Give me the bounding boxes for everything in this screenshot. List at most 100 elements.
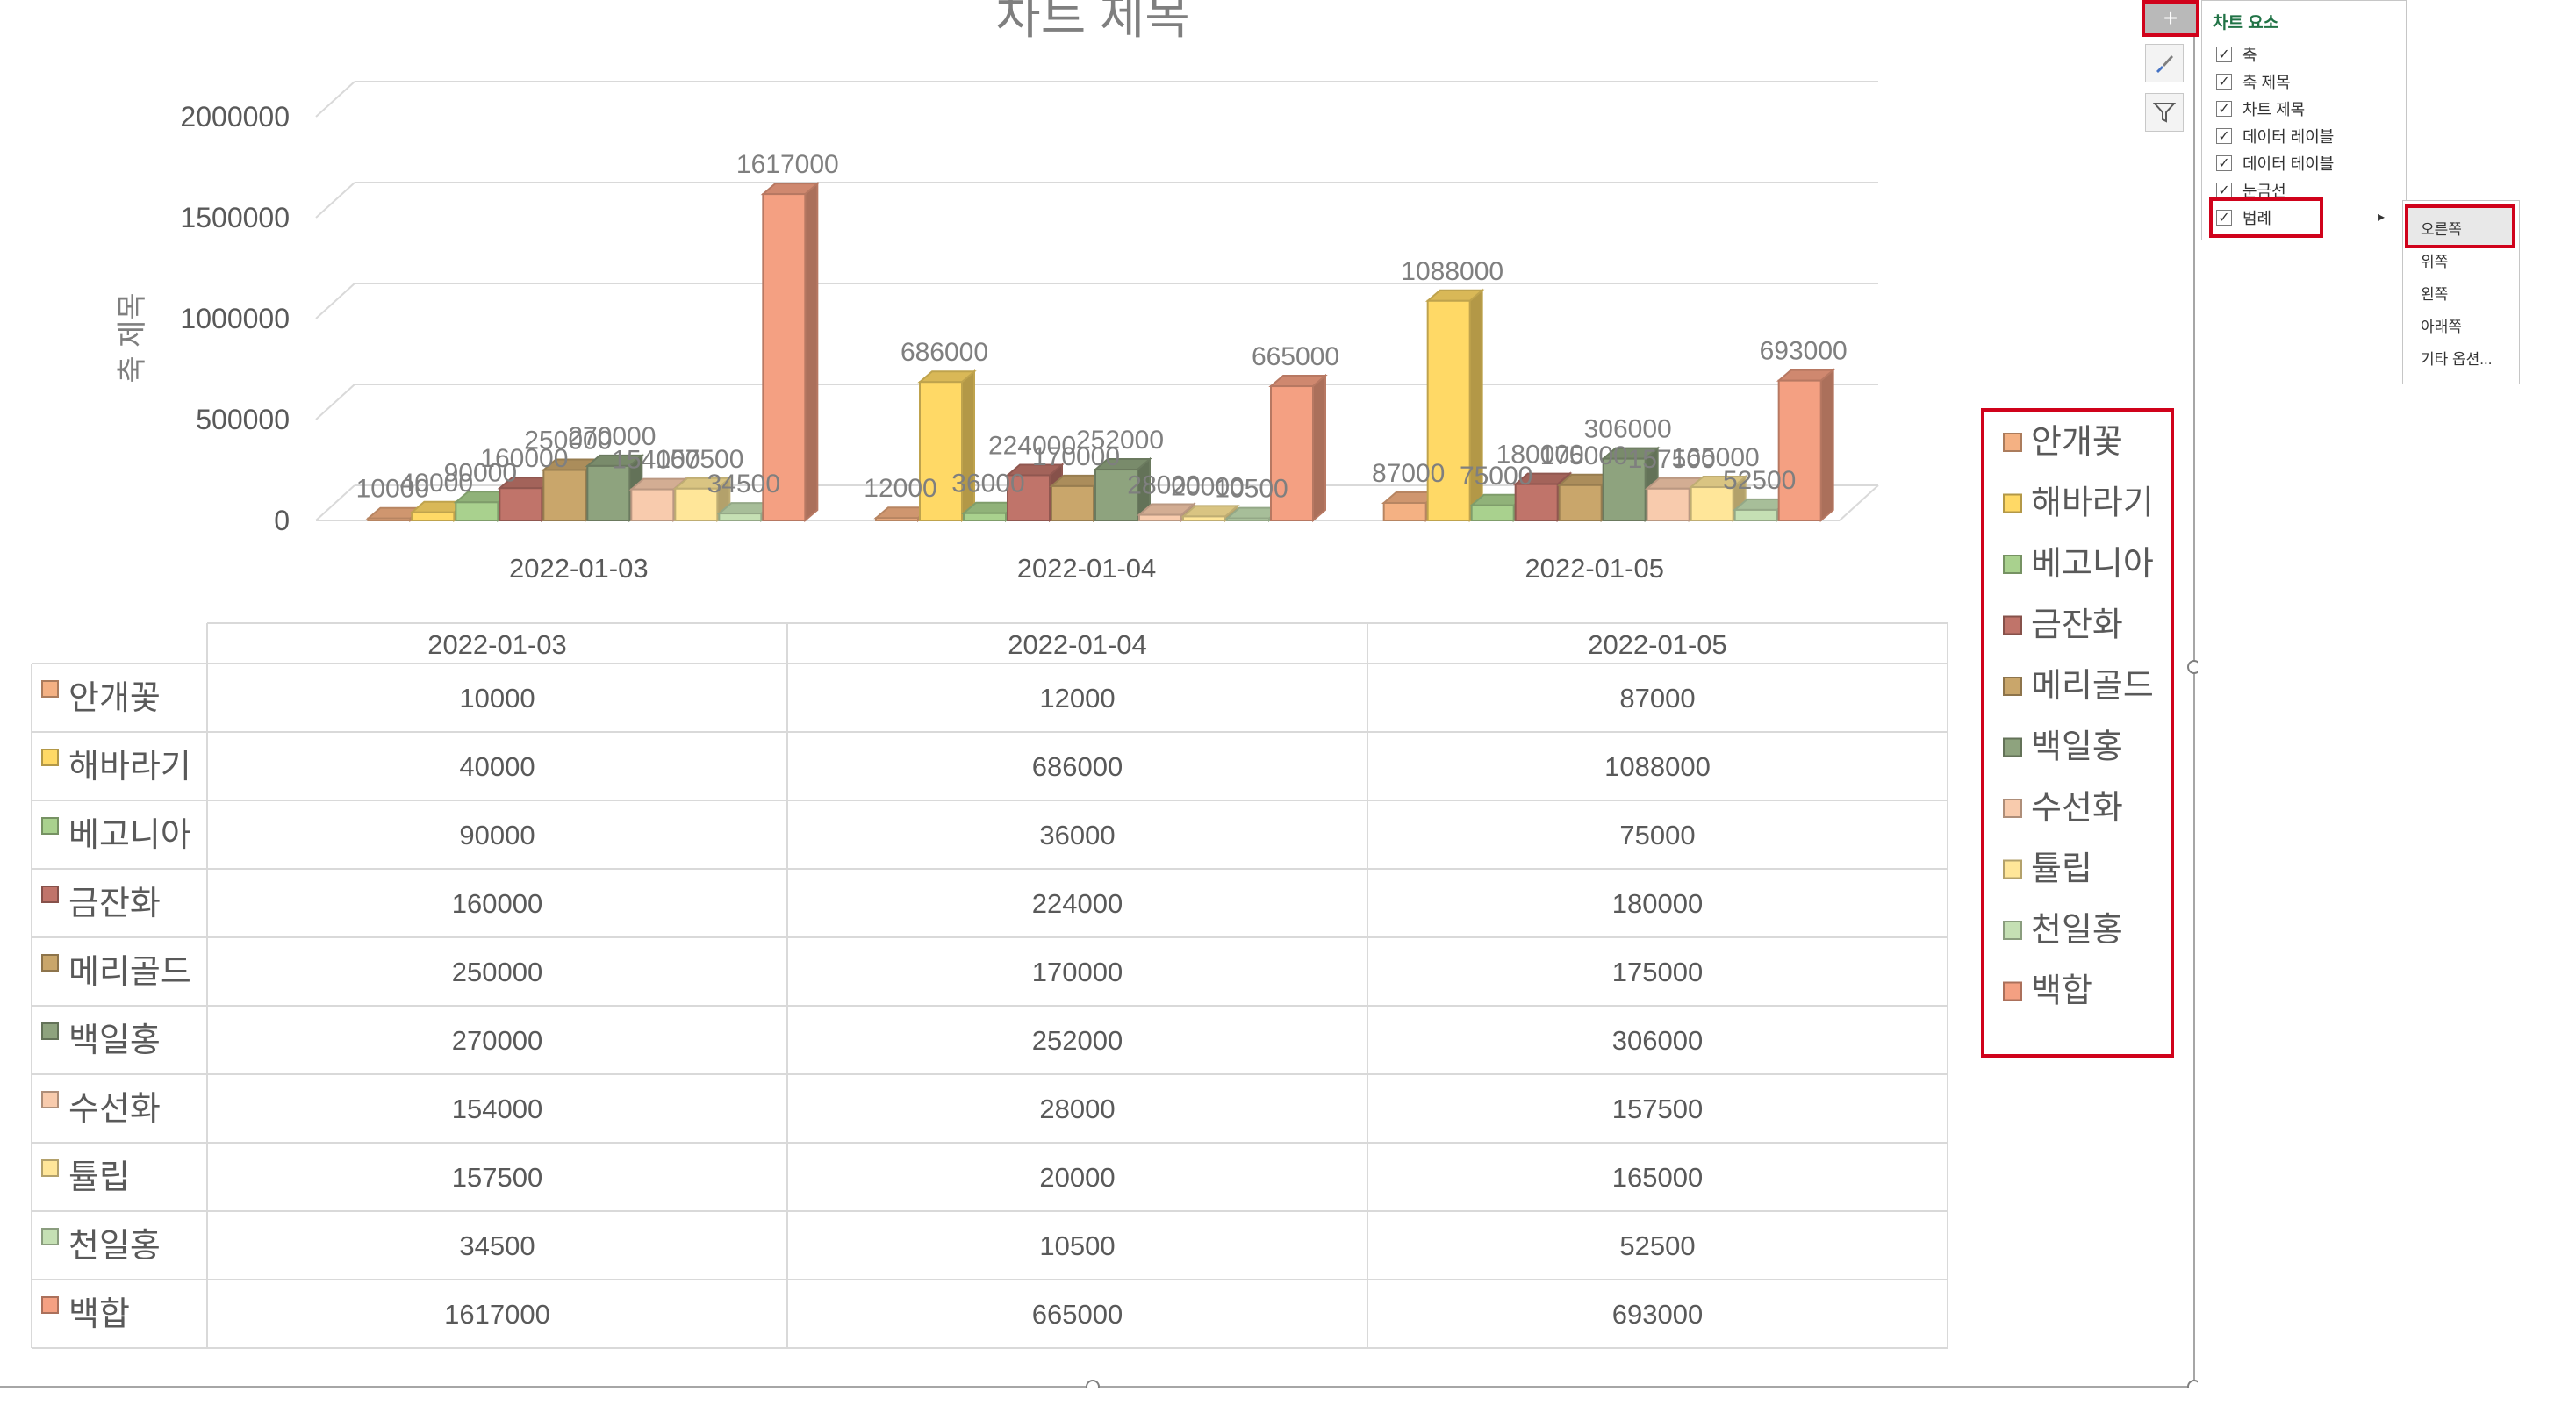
bar-side [804,181,819,523]
data-label: 36000 [951,470,1024,499]
table-row-label: 수선화 [68,1091,161,1128]
table-legend-key [41,886,59,903]
table-cell: 28000 [1039,1094,1115,1124]
table-legend-key [41,1159,59,1177]
bar-side [1312,373,1326,523]
chart-element-row[interactable]: ✓ 범례 [2216,206,2271,229]
chart-element-row[interactable]: ✓ 데이터 테이블 [2216,152,2334,175]
checkbox[interactable]: ✓ [2216,155,2232,171]
legend-key [2003,859,2022,879]
table-legend-key [41,1228,59,1245]
brush-icon [2156,55,2173,73]
table-cell: 10000 [459,683,535,714]
checkbox[interactable]: ✓ [2216,128,2232,144]
legend-position-option[interactable]: 오른쪽 [2421,221,2462,238]
bar [542,469,587,521]
data-label: 154000 [612,446,700,475]
table-cell: 157500 [452,1162,542,1193]
chart-element-label: 눈금선 [2242,183,2286,200]
table-cell: 686000 [1032,751,1123,782]
table-cell: 160000 [452,888,542,919]
legend-entry: 안개꽃 [2031,424,2123,461]
table-row-label: 금잔화 [68,886,161,922]
legend-key [2003,493,2022,513]
chart-element-row[interactable]: ✓ 눈금선 [2216,179,2286,202]
data-label: 224000 [988,431,1076,460]
y-tick-label: 500000 [196,404,290,435]
bar [1007,474,1051,521]
data-label: 28000 [1127,471,1200,500]
bar [1138,513,1182,521]
checkbox[interactable]: ✓ [2216,47,2232,62]
data-label: 1088000 [1401,257,1503,286]
gridline [315,384,355,420]
table-row-label: 메리골드 [68,954,191,991]
legend-position-option[interactable]: 왼쪽 [2421,286,2449,303]
checkbox[interactable]: ✓ [2216,101,2232,117]
checkbox[interactable]: ✓ [2216,210,2232,226]
table-cell: 157500 [1612,1094,1703,1124]
chart-element-row[interactable]: ✓ 차트 제목 [2216,97,2305,120]
data-label: 686000 [901,338,988,367]
y-tick-label: 0 [274,505,290,536]
bar [1226,517,1270,522]
table-cell: 154000 [452,1094,542,1124]
data-label: 20000 [1171,472,1244,501]
chart-element-row[interactable]: ✓ 축 [2216,43,2257,66]
bar [411,511,456,521]
table-cell: 250000 [452,957,542,987]
bar [1602,457,1647,521]
bar [630,488,675,522]
filter-icon [2153,103,2176,123]
bar [1270,385,1314,521]
data-label: 157500 [1628,445,1716,474]
bar [455,501,499,521]
chart-filter-button[interactable] [2145,93,2184,132]
chart-area[interactable]: 차트 제목 축 제목 2000000 1500000 1000000 500000 0 202… [0,0,2198,1388]
chart-elements-button[interactable]: + [2142,0,2199,37]
table-cell: 180000 [1612,888,1703,919]
table-row-label: 튤립 [68,1159,130,1196]
table-legend-key [41,954,59,972]
data-label: 40000 [400,469,473,498]
bar [499,487,543,522]
table-row-label: 백일홍 [68,1022,161,1059]
chart-element-label: 데이터 테이블 [2242,155,2335,173]
chart-element-label: 범례 [2242,210,2272,227]
legend-position-option[interactable]: 기타 옵션... [2421,351,2493,368]
data-label: 157500 [656,445,743,474]
submenu-arrow-icon[interactable]: ▸ [2378,210,2386,225]
legend-key [2003,677,2022,696]
bar [1558,484,1603,521]
bar [1382,501,1427,521]
table-cell: 693000 [1612,1299,1703,1330]
legend-entry: 해바라기 [2031,485,2154,522]
gridline [315,283,355,319]
bar [963,512,1007,521]
x-tick-label: 2022-01-04 [1017,553,1157,584]
table-row-label: 천일홍 [68,1228,161,1265]
checkbox[interactable]: ✓ [2216,183,2232,198]
chart-styles-button[interactable] [2145,44,2184,82]
chart-element-label: 축 [2242,47,2257,64]
x-tick-label: 2022-01-05 [1525,553,1664,584]
legend-entry: 수선화 [2031,790,2123,827]
legend-key [2003,799,2022,818]
x-tick-label: 2022-01-03 [509,553,649,584]
legend-key [2003,981,2022,1001]
legend-position-option[interactable]: 위쪽 [2421,254,2449,270]
y-tick-label: 2000000 [180,101,290,133]
resize-handle [2187,1380,2198,1388]
legend-highlight [1981,408,2174,1058]
checkbox[interactable]: ✓ [2216,74,2232,90]
submenu-selected-highlight [2405,204,2515,248]
chart-element-row[interactable]: ✓ 데이터 레이블 [2216,125,2334,147]
legend-position-option[interactable]: 아래쪽 [2421,319,2462,335]
data-label: 10500 [1215,475,1288,504]
chart-element-row[interactable]: ✓ 축 제목 [2216,70,2291,93]
table-row-label: 안개꽃 [68,680,161,717]
panel-title: 차트 요소 [2213,14,2279,32]
data-label: 1617000 [736,150,839,179]
chart-element-label: 축 제목 [2242,74,2291,91]
legend-key [2003,921,2022,940]
